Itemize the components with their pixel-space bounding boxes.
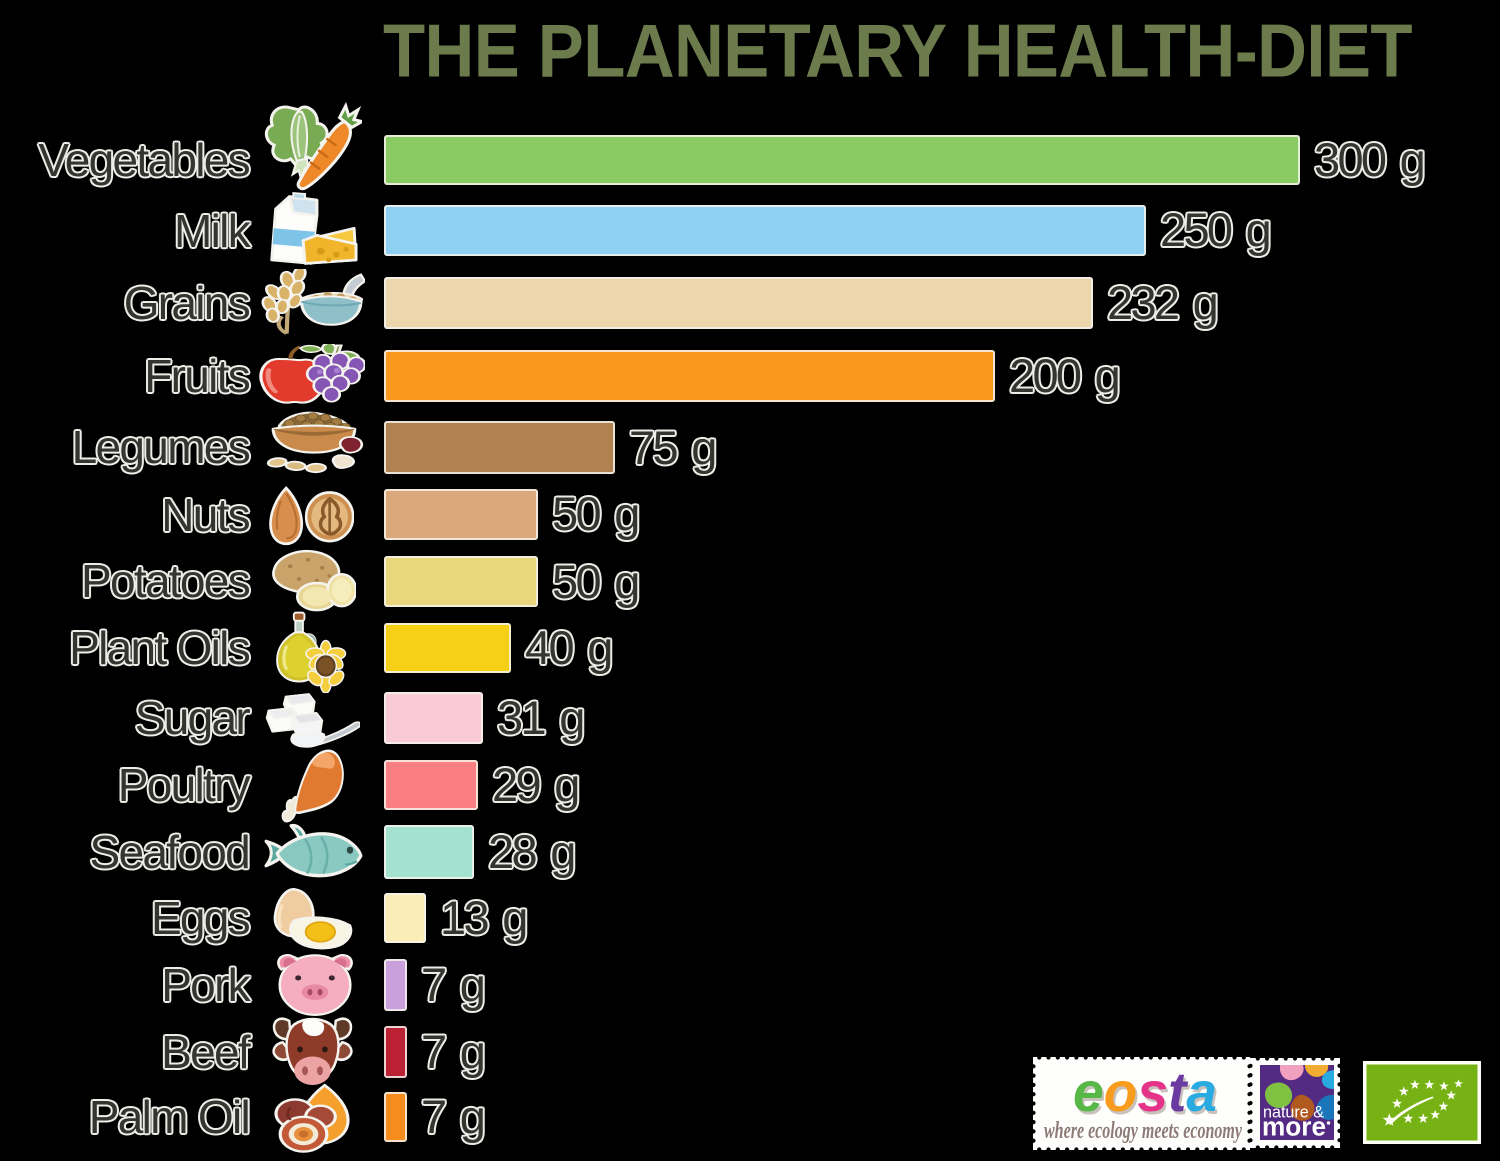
- svg-text:eosta: eosta: [1073, 1060, 1217, 1123]
- svg-text:more: more: [1262, 1112, 1326, 1142]
- svg-text:where ecology meets economy: where ecology meets economy: [1044, 1118, 1242, 1144]
- svg-text:nature &: nature &: [1263, 1104, 1324, 1122]
- svg-text:eosta: eosta: [1075, 1063, 1219, 1126]
